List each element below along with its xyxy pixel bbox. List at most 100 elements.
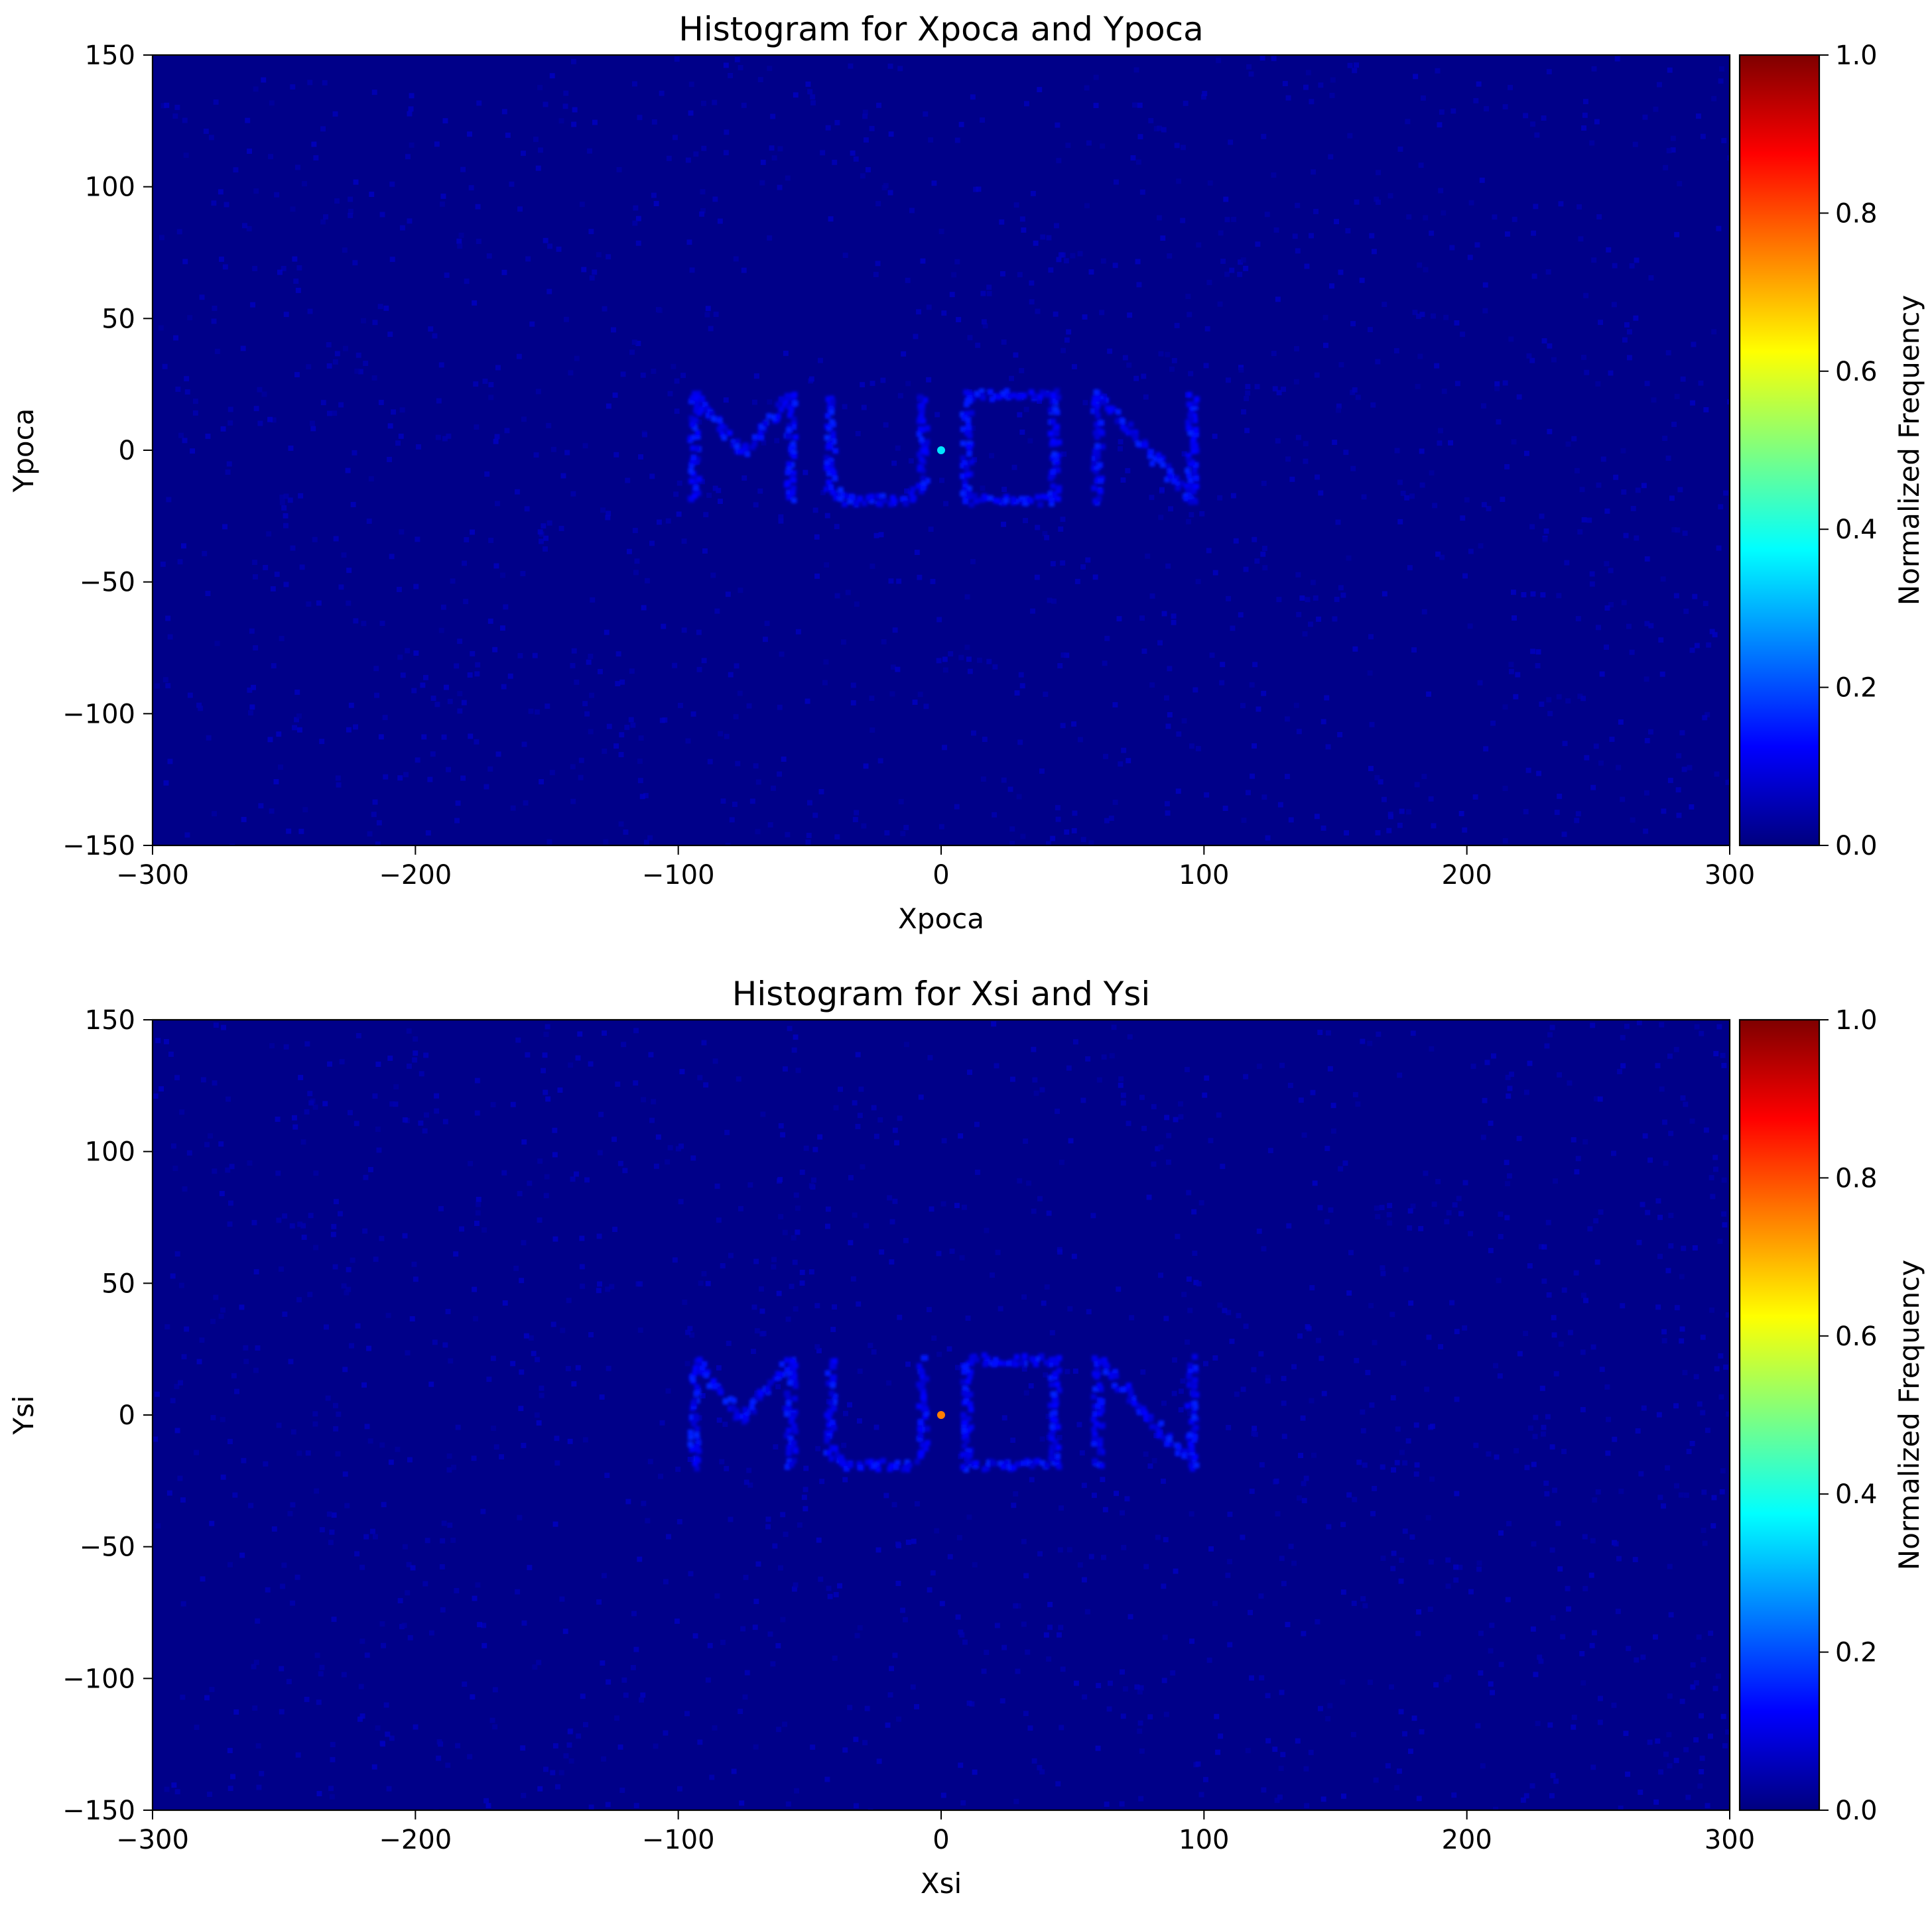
- noise-cell: [603, 839, 609, 845]
- noise-cell: [1402, 1731, 1407, 1737]
- noise-cell: [1675, 787, 1681, 793]
- letter-cell: [689, 422, 696, 428]
- noise-cell: [532, 652, 538, 658]
- noise-cell: [615, 681, 621, 686]
- noise-cell: [1502, 838, 1508, 843]
- noise-cell: [706, 416, 712, 421]
- noise-cell: [889, 691, 895, 697]
- letter-cell: [824, 460, 830, 467]
- noise-cell: [1301, 1630, 1307, 1636]
- letter-cell: [1049, 1449, 1055, 1455]
- noise-cell: [850, 682, 856, 688]
- letter-cell: [700, 1370, 706, 1377]
- noise-cell: [684, 1711, 690, 1717]
- noise-cell: [403, 772, 409, 778]
- letter-cell: [718, 1389, 724, 1396]
- noise-cell: [1165, 723, 1171, 729]
- noise-cell: [1328, 154, 1334, 160]
- noise-cell: [1423, 215, 1429, 221]
- noise-cell: [1648, 623, 1654, 629]
- letter-cell: [830, 430, 836, 436]
- noise-cell: [379, 1235, 385, 1241]
- noise-cell: [863, 763, 869, 769]
- letter-cell: [1043, 1359, 1050, 1366]
- noise-cell: [643, 792, 649, 798]
- letter-cell: [1175, 485, 1181, 491]
- noise-cell: [1216, 58, 1222, 64]
- noise-cell: [212, 811, 217, 817]
- noise-cell: [776, 1727, 781, 1733]
- noise-cell: [651, 1099, 657, 1105]
- noise-cell: [958, 654, 964, 660]
- noise-cell: [252, 266, 258, 271]
- noise-cell: [861, 823, 867, 829]
- noise-cell: [220, 426, 226, 432]
- noise-cell: [1018, 672, 1024, 678]
- noise-cell: [881, 639, 887, 645]
- noise-cell: [1590, 1344, 1596, 1350]
- noise-cell: [842, 253, 848, 258]
- noise-cell: [649, 473, 655, 479]
- noise-cell: [989, 453, 994, 459]
- noise-cell: [1491, 1053, 1496, 1059]
- noise-cell: [1059, 1505, 1064, 1511]
- noise-cell: [397, 654, 403, 660]
- noise-cell: [419, 1071, 424, 1077]
- noise-cell: [1409, 1534, 1415, 1540]
- noise-cell: [1705, 1428, 1710, 1434]
- noise-cell: [675, 1146, 681, 1152]
- noise-cell: [1299, 595, 1305, 601]
- noise-cell: [1399, 1558, 1405, 1563]
- noise-cell: [1553, 1371, 1559, 1377]
- letter-cell: [967, 1391, 974, 1398]
- noise-cell: [1710, 1523, 1716, 1529]
- noise-cell: [894, 1140, 899, 1146]
- noise-cell: [1241, 409, 1246, 415]
- noise-cell: [948, 651, 954, 656]
- letter-cell: [981, 493, 988, 499]
- noise-cell: [1273, 1478, 1279, 1484]
- noise-cell: [1711, 329, 1717, 335]
- noise-cell: [1493, 1363, 1498, 1369]
- letter-cell: [721, 435, 728, 441]
- noise-cell: [407, 1064, 412, 1069]
- noise-cell: [432, 333, 438, 339]
- noise-cell: [1538, 1244, 1544, 1250]
- letter-cell: [1104, 1363, 1110, 1370]
- noise-cell: [1296, 611, 1302, 617]
- noise-cell: [1187, 312, 1192, 318]
- noise-cell: [1478, 543, 1484, 549]
- noise-cell: [701, 658, 707, 664]
- noise-cell: [353, 618, 359, 624]
- noise-cell: [767, 66, 773, 72]
- noise-cell: [565, 1366, 571, 1371]
- noise-cell: [1330, 1103, 1336, 1109]
- letter-cell: [689, 395, 696, 401]
- noise-cell: [582, 443, 588, 449]
- letter-cell: [1053, 1417, 1059, 1424]
- noise-cell: [288, 1359, 294, 1365]
- noise-cell: [445, 1762, 451, 1768]
- noise-cell: [1064, 337, 1070, 343]
- noise-cell: [1644, 790, 1649, 796]
- letter-cell: [968, 1461, 974, 1467]
- noise-cell: [1060, 560, 1066, 566]
- y-tick-label: −50: [80, 1532, 135, 1563]
- noise-cell: [875, 201, 881, 207]
- noise-cell: [1316, 1337, 1321, 1343]
- noise-cell: [716, 1417, 722, 1423]
- letter-cell: [1191, 1409, 1197, 1415]
- letter-cell: [968, 459, 975, 465]
- noise-cell: [1206, 1657, 1212, 1663]
- letter-cell: [1052, 1410, 1058, 1416]
- noise-cell: [1437, 122, 1443, 128]
- noise-cell: [1549, 1547, 1555, 1553]
- noise-cell: [959, 1255, 965, 1260]
- letter-cell: [838, 1454, 844, 1461]
- letter-cell: [917, 415, 924, 422]
- noise-cell: [1531, 230, 1536, 236]
- noise-cell: [793, 92, 799, 98]
- noise-cell: [406, 1028, 412, 1034]
- noise-cell: [703, 512, 709, 518]
- noise-cell: [1549, 1793, 1555, 1799]
